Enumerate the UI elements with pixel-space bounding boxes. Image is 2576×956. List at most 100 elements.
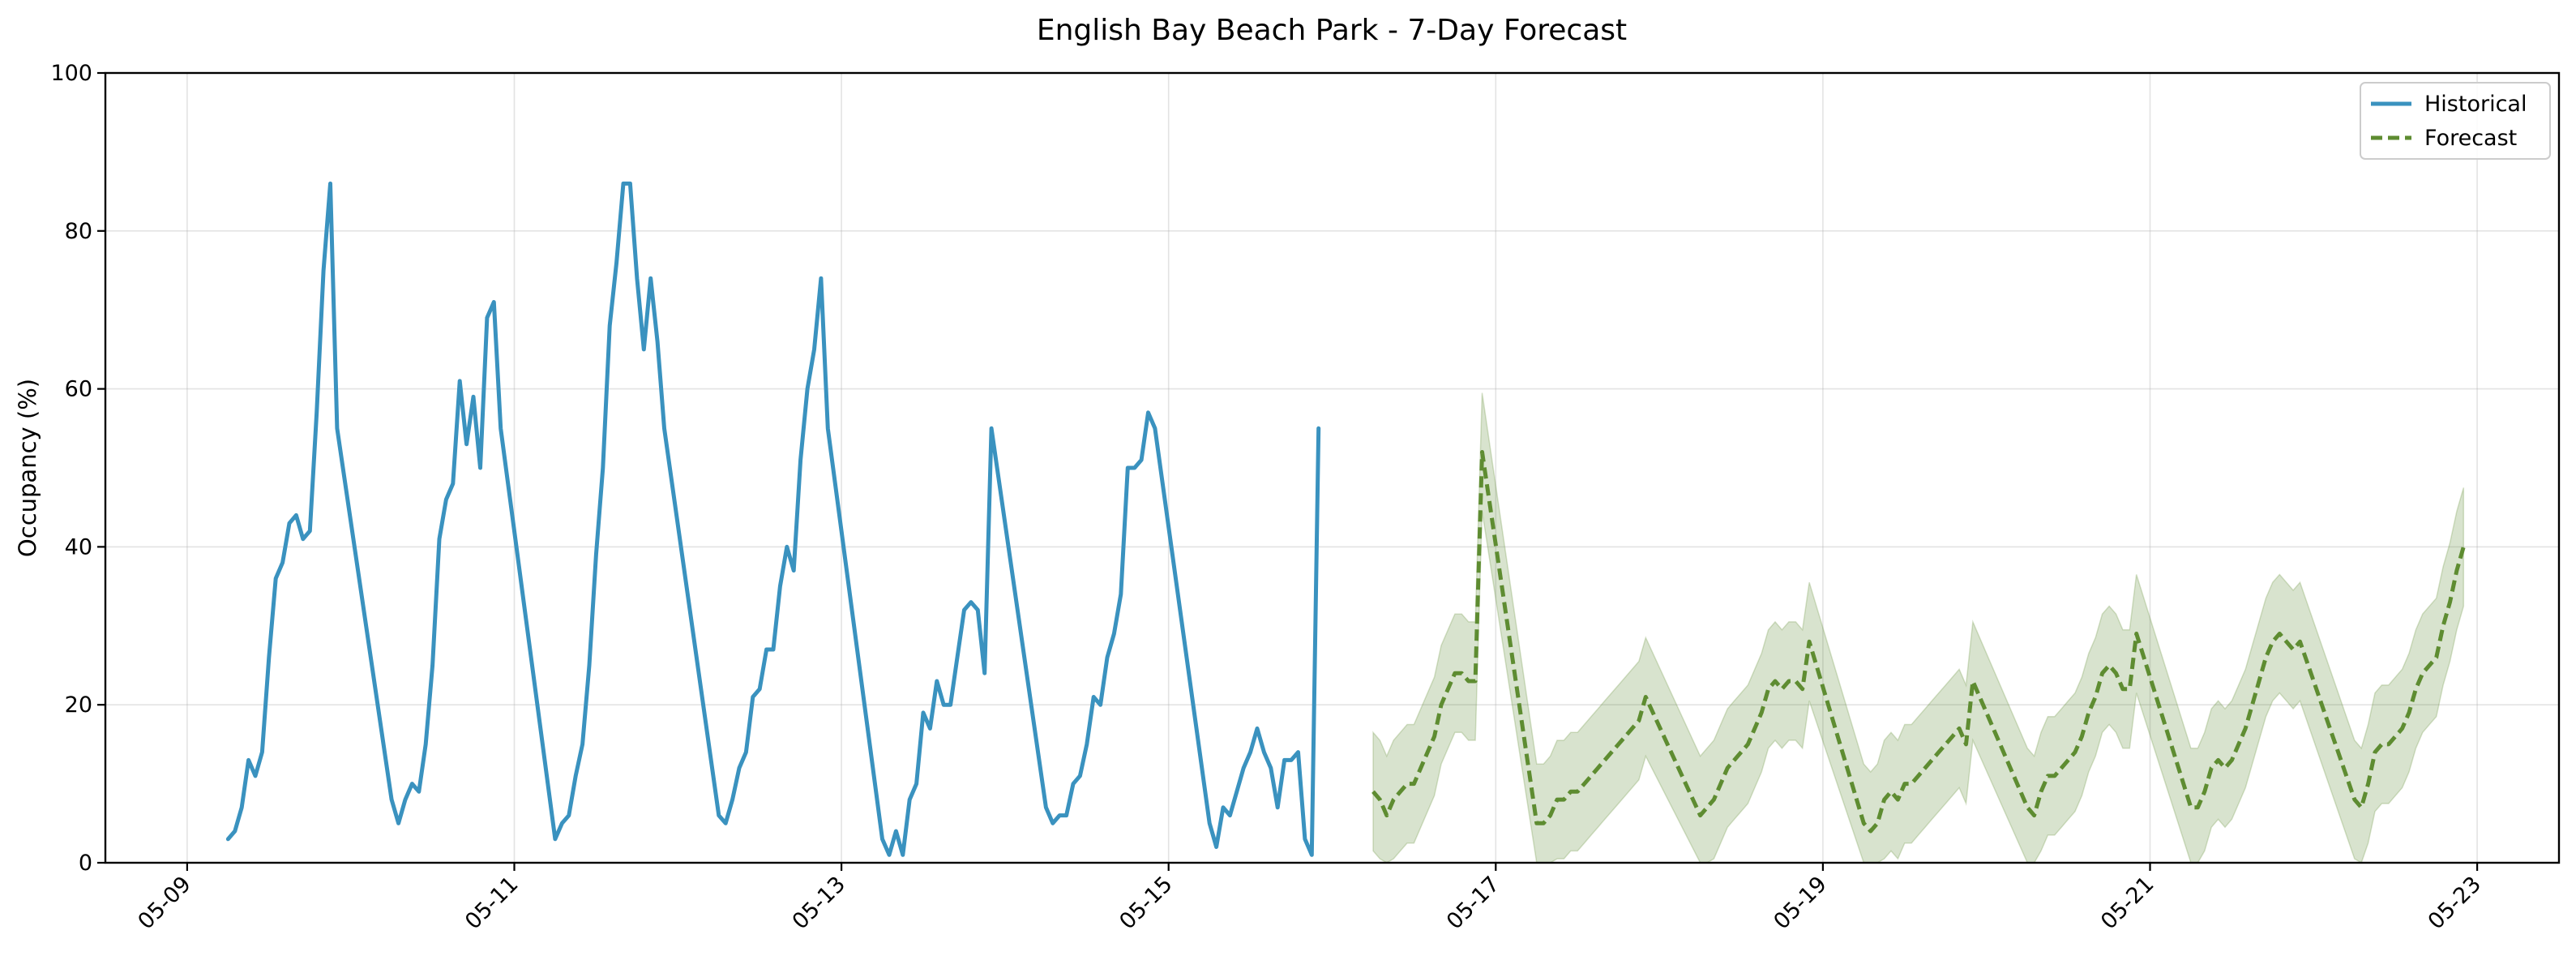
forecast-confidence-band: [1372, 392, 2465, 864]
data-point-historical: [409, 782, 414, 787]
data-point-forecast: [2250, 702, 2255, 707]
data-point-historical: [559, 821, 564, 825]
data-point-forecast: [1643, 695, 1648, 700]
data-point-forecast: [2039, 789, 2043, 794]
data-point-forecast: [1419, 765, 1423, 770]
data-point-historical: [1153, 426, 1157, 431]
data-point-historical: [1241, 765, 1246, 770]
data-point-historical: [962, 607, 967, 612]
data-point-historical: [1146, 410, 1151, 415]
data-point-historical: [1051, 821, 1055, 825]
data-point-forecast: [1391, 797, 1396, 802]
data-point-historical: [499, 426, 503, 431]
data-point-forecast: [2434, 655, 2439, 660]
data-point-forecast: [1745, 742, 1750, 747]
data-point-historical: [301, 537, 306, 542]
data-point-forecast: [1725, 765, 1730, 770]
data-point-historical: [443, 497, 448, 502]
data-point-historical: [280, 560, 285, 565]
y-tick-label: 20: [65, 692, 92, 718]
data-point-historical: [1316, 426, 1321, 431]
y-axis-label: Occupancy (%): [14, 379, 41, 557]
data-point-historical: [880, 837, 885, 842]
data-point-forecast: [2086, 710, 2091, 715]
data-point-forecast: [1943, 742, 1948, 747]
data-point-forecast: [2059, 765, 2064, 770]
data-point-forecast: [1568, 789, 1573, 794]
data-point-historical: [553, 837, 558, 842]
data-point-forecast: [2127, 687, 2132, 692]
data-point-forecast: [2223, 765, 2227, 770]
data-point-forecast: [2420, 671, 2425, 675]
legend: Historical Forecast: [2360, 82, 2551, 160]
data-point-forecast: [1882, 797, 1887, 802]
data-point-historical: [273, 576, 278, 581]
data-point-forecast: [1916, 774, 1921, 778]
data-point-forecast: [1466, 679, 1471, 684]
data-point-historical: [1064, 813, 1069, 818]
data-point-historical: [293, 512, 298, 517]
data-point-forecast: [2195, 805, 2200, 810]
data-point-forecast: [1923, 765, 1928, 770]
data-point-historical: [614, 260, 619, 265]
data-point-historical: [396, 821, 401, 825]
data-point-forecast: [1773, 679, 1778, 684]
data-point-forecast: [2413, 687, 2418, 692]
data-point-historical: [1085, 742, 1089, 747]
data-point-forecast: [2243, 726, 2248, 731]
data-point-historical: [621, 181, 626, 186]
data-point-historical: [601, 465, 605, 470]
data-point-historical: [567, 813, 571, 818]
data-point-historical: [948, 702, 953, 707]
data-point-forecast: [1964, 742, 1969, 747]
data-point-forecast: [1800, 687, 1805, 692]
data-point-forecast: [2025, 805, 2030, 810]
data-point-forecast: [2393, 734, 2398, 739]
plot-frame: [104, 71, 2561, 864]
data-point-forecast: [1759, 710, 1764, 715]
data-point-historical: [641, 347, 646, 352]
data-point-forecast: [1459, 671, 1464, 675]
data-point-forecast: [1480, 450, 1485, 455]
data-point-historical: [1098, 702, 1103, 707]
data-point-historical: [893, 829, 898, 834]
data-point-historical: [1125, 465, 1130, 470]
data-point-historical: [751, 695, 755, 700]
data-point-forecast: [2263, 655, 2268, 660]
data-point-historical: [403, 797, 408, 802]
data-point-forecast: [1902, 782, 1907, 787]
data-point-historical: [1132, 465, 1137, 470]
data-point-forecast: [2045, 774, 2050, 778]
data-point-forecast: [1453, 671, 1457, 675]
data-point-historical: [607, 324, 612, 328]
data-point-historical: [485, 315, 490, 320]
data-point-historical: [471, 394, 476, 399]
chart-title: English Bay Beach Park - 7-Day Forecast: [1037, 14, 1627, 47]
confidence-band: [1372, 392, 2465, 864]
data-point-historical: [805, 387, 810, 392]
data-point-historical: [737, 765, 742, 770]
data-point-forecast: [2298, 639, 2303, 644]
data-point-historical: [969, 600, 973, 605]
data-point-forecast: [1609, 750, 1614, 755]
data-point-forecast: [2100, 671, 2105, 675]
data-point-forecast: [2291, 647, 2296, 652]
data-point-historical: [1227, 813, 1232, 818]
data-point-historical: [1248, 750, 1253, 755]
data-point-historical: [819, 276, 824, 281]
data-point-forecast: [2079, 734, 2084, 739]
data-point-forecast: [2270, 639, 2275, 644]
data-point-historical: [825, 426, 830, 431]
data-point-forecast: [2448, 600, 2453, 605]
data-point-forecast: [2236, 742, 2241, 747]
data-point-historical: [771, 647, 776, 652]
data-point-historical: [921, 710, 926, 715]
data-point-forecast: [1616, 742, 1621, 747]
data-point-historical: [955, 655, 960, 660]
data-point-forecast: [1630, 726, 1635, 731]
legend-label-forecast: Forecast: [2424, 126, 2517, 151]
data-point-forecast: [2134, 632, 2139, 637]
data-point-historical: [1214, 845, 1219, 850]
data-point-forecast: [2400, 726, 2405, 731]
